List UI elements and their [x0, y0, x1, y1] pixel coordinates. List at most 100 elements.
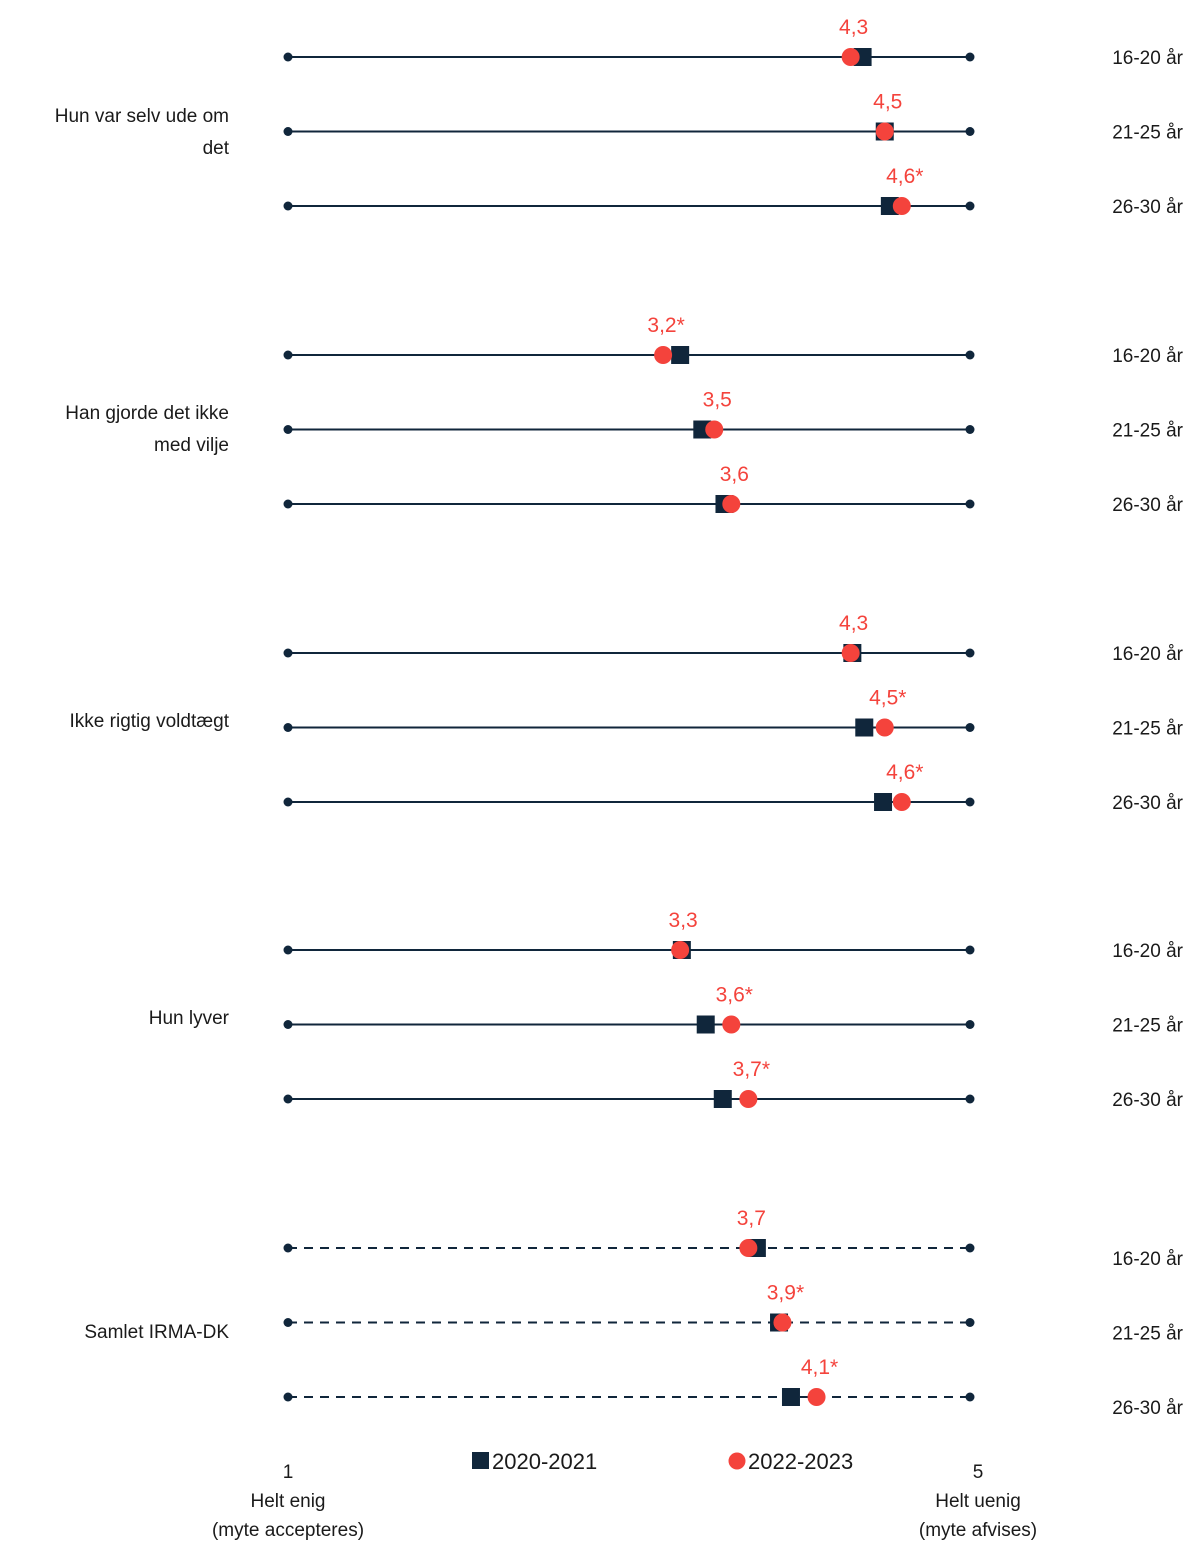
axis-max-text: Helt uenig — [935, 1491, 1021, 1512]
value-label: 4,5* — [869, 687, 906, 710]
marker-2022-2023 — [875, 718, 894, 737]
marker-2022-2023 — [739, 1239, 758, 1257]
age-label: 26-30 år — [1112, 793, 1183, 814]
range-endpoint-max — [965, 797, 975, 807]
axis-max-subtext: (myte afvises) — [919, 1520, 1037, 1541]
range-endpoint-min — [283, 648, 293, 658]
legend-label-2020-2021: 2020-2021 — [492, 1449, 597, 1474]
chart-rows: Hun var selv ude om det 4,3 16-20 år 4,5 21-2… — [55, 16, 1184, 1419]
range-endpoint-max — [965, 648, 975, 658]
row-26-30-år: 4,6* 26-30 år — [283, 761, 1184, 814]
range-endpoint-min — [283, 52, 293, 62]
value-label: 3,7* — [733, 1058, 770, 1081]
range-endpoint-max — [965, 1094, 975, 1104]
range-endpoint-max — [965, 425, 975, 434]
row-21-25-år: 3,9* 21-25 år — [283, 1282, 1184, 1345]
range-endpoint-max — [965, 1020, 975, 1029]
value-label: 4,5 — [873, 91, 902, 114]
legend-marker-2022-2023 — [728, 1452, 746, 1470]
marker-2022-2023 — [841, 644, 860, 662]
row-21-25-år: 3,6* 21-25 år — [283, 984, 1184, 1037]
marker-2020-2021 — [855, 718, 874, 737]
marker-2022-2023 — [841, 48, 860, 66]
group-4: Hun lyver 3,3 16-20 år 3,6* 21-25 år 3,7* 26-3… — [149, 909, 1184, 1111]
marker-2022-2023 — [654, 346, 673, 364]
row-16-20-år: 3,7 16-20 år — [283, 1207, 1184, 1270]
marker-2020-2021 — [713, 1090, 732, 1108]
range-endpoint-max — [965, 723, 975, 732]
group-3: Ikke rigtig voldtægt 4,3 16-20 år 4,5* 21-25… — [70, 612, 1184, 814]
age-label: 16-20 år — [1112, 644, 1183, 665]
marker-2022-2023 — [892, 793, 911, 811]
marker-2022-2023 — [671, 941, 690, 959]
range-endpoint-min — [283, 723, 293, 732]
range-endpoint-max — [965, 945, 975, 955]
row-16-20-år: 4,3 16-20 år — [283, 16, 1184, 69]
range-endpoint-max — [965, 201, 975, 211]
group-label-line: Samlet IRMA-DK — [84, 1322, 229, 1343]
range-endpoint-min — [283, 945, 293, 955]
value-label: 4,6* — [886, 165, 923, 188]
age-label: 16-20 år — [1112, 48, 1183, 69]
range-endpoint-min — [283, 127, 293, 136]
value-label: 4,3 — [839, 16, 868, 39]
row-21-25-år: 4,5* 21-25 år — [283, 687, 1184, 740]
group-5: Samlet IRMA-DK 3,7 16-20 år 3,9* 21-25 år 4,1… — [84, 1207, 1183, 1419]
row-16-20-år: 3,2* 16-20 år — [283, 314, 1184, 367]
range-endpoint-min — [283, 797, 293, 807]
value-label: 4,1* — [801, 1356, 838, 1379]
value-label: 4,3 — [839, 612, 868, 635]
age-label: 26-30 år — [1112, 1090, 1183, 1111]
value-label: 3,2* — [647, 314, 684, 337]
range-endpoint-max — [965, 350, 975, 360]
range-endpoint-min — [283, 1318, 293, 1327]
group-label-line: det — [203, 138, 230, 159]
group-label-line: Han gjorde det ikke — [65, 403, 229, 424]
range-endpoint-max — [965, 1243, 975, 1253]
age-label: 26-30 år — [1112, 1398, 1183, 1419]
group-label-line: Hun lyver — [149, 1008, 230, 1029]
range-endpoint-max — [965, 499, 975, 509]
marker-2022-2023 — [773, 1313, 792, 1332]
value-label: 3,3 — [669, 909, 698, 932]
group-label-line: med vilje — [154, 435, 229, 456]
range-endpoint-min — [283, 425, 293, 434]
range-endpoint-min — [283, 201, 293, 211]
range-endpoint-min — [283, 499, 293, 509]
group-label-line: Ikke rigtig voldtægt — [70, 711, 230, 732]
range-endpoint-max — [965, 1318, 975, 1327]
row-21-25-år: 3,5 21-25 år — [283, 389, 1184, 442]
range-endpoint-min — [283, 1392, 293, 1402]
range-endpoint-min — [283, 350, 293, 360]
age-label: 26-30 år — [1112, 495, 1183, 516]
age-label: 16-20 år — [1112, 1249, 1183, 1270]
range-endpoint-max — [965, 52, 975, 62]
marker-2020-2021 — [671, 346, 690, 364]
value-label: 3,5 — [703, 389, 732, 412]
row-16-20-år: 3,3 16-20 år — [283, 909, 1184, 962]
axis-min-number: 1 — [283, 1462, 294, 1483]
group-2: Han gjorde det ikke med vilje 3,2* 16-20 år… — [65, 314, 1183, 516]
range-endpoint-max — [965, 1392, 975, 1402]
age-label: 21-25 år — [1112, 1016, 1183, 1037]
age-label: 16-20 år — [1112, 346, 1183, 367]
marker-2022-2023 — [739, 1090, 758, 1108]
age-label: 26-30 år — [1112, 197, 1183, 218]
axis-labels: 1 Helt enig (myte accepteres) 5 Helt uen… — [212, 1462, 1037, 1541]
age-label: 21-25 år — [1112, 1324, 1183, 1345]
value-label: 3,6 — [720, 463, 749, 486]
age-label: 21-25 år — [1112, 719, 1183, 740]
age-label: 21-25 år — [1112, 123, 1183, 144]
marker-2022-2023 — [705, 420, 724, 439]
range-endpoint-min — [283, 1243, 293, 1253]
row-26-30-år: 3,7* 26-30 år — [283, 1058, 1184, 1111]
marker-2022-2023 — [722, 1015, 741, 1034]
group-label-line: Hun var selv ude om — [55, 106, 229, 127]
range-endpoint-min — [283, 1020, 293, 1029]
range-endpoint-max — [965, 127, 975, 136]
row-16-20-år: 4,3 16-20 år — [283, 612, 1184, 665]
marker-2020-2021 — [696, 1015, 715, 1034]
value-label: 3,7 — [737, 1207, 766, 1230]
marker-2022-2023 — [875, 122, 894, 141]
axis-min-subtext: (myte accepteres) — [212, 1520, 364, 1541]
